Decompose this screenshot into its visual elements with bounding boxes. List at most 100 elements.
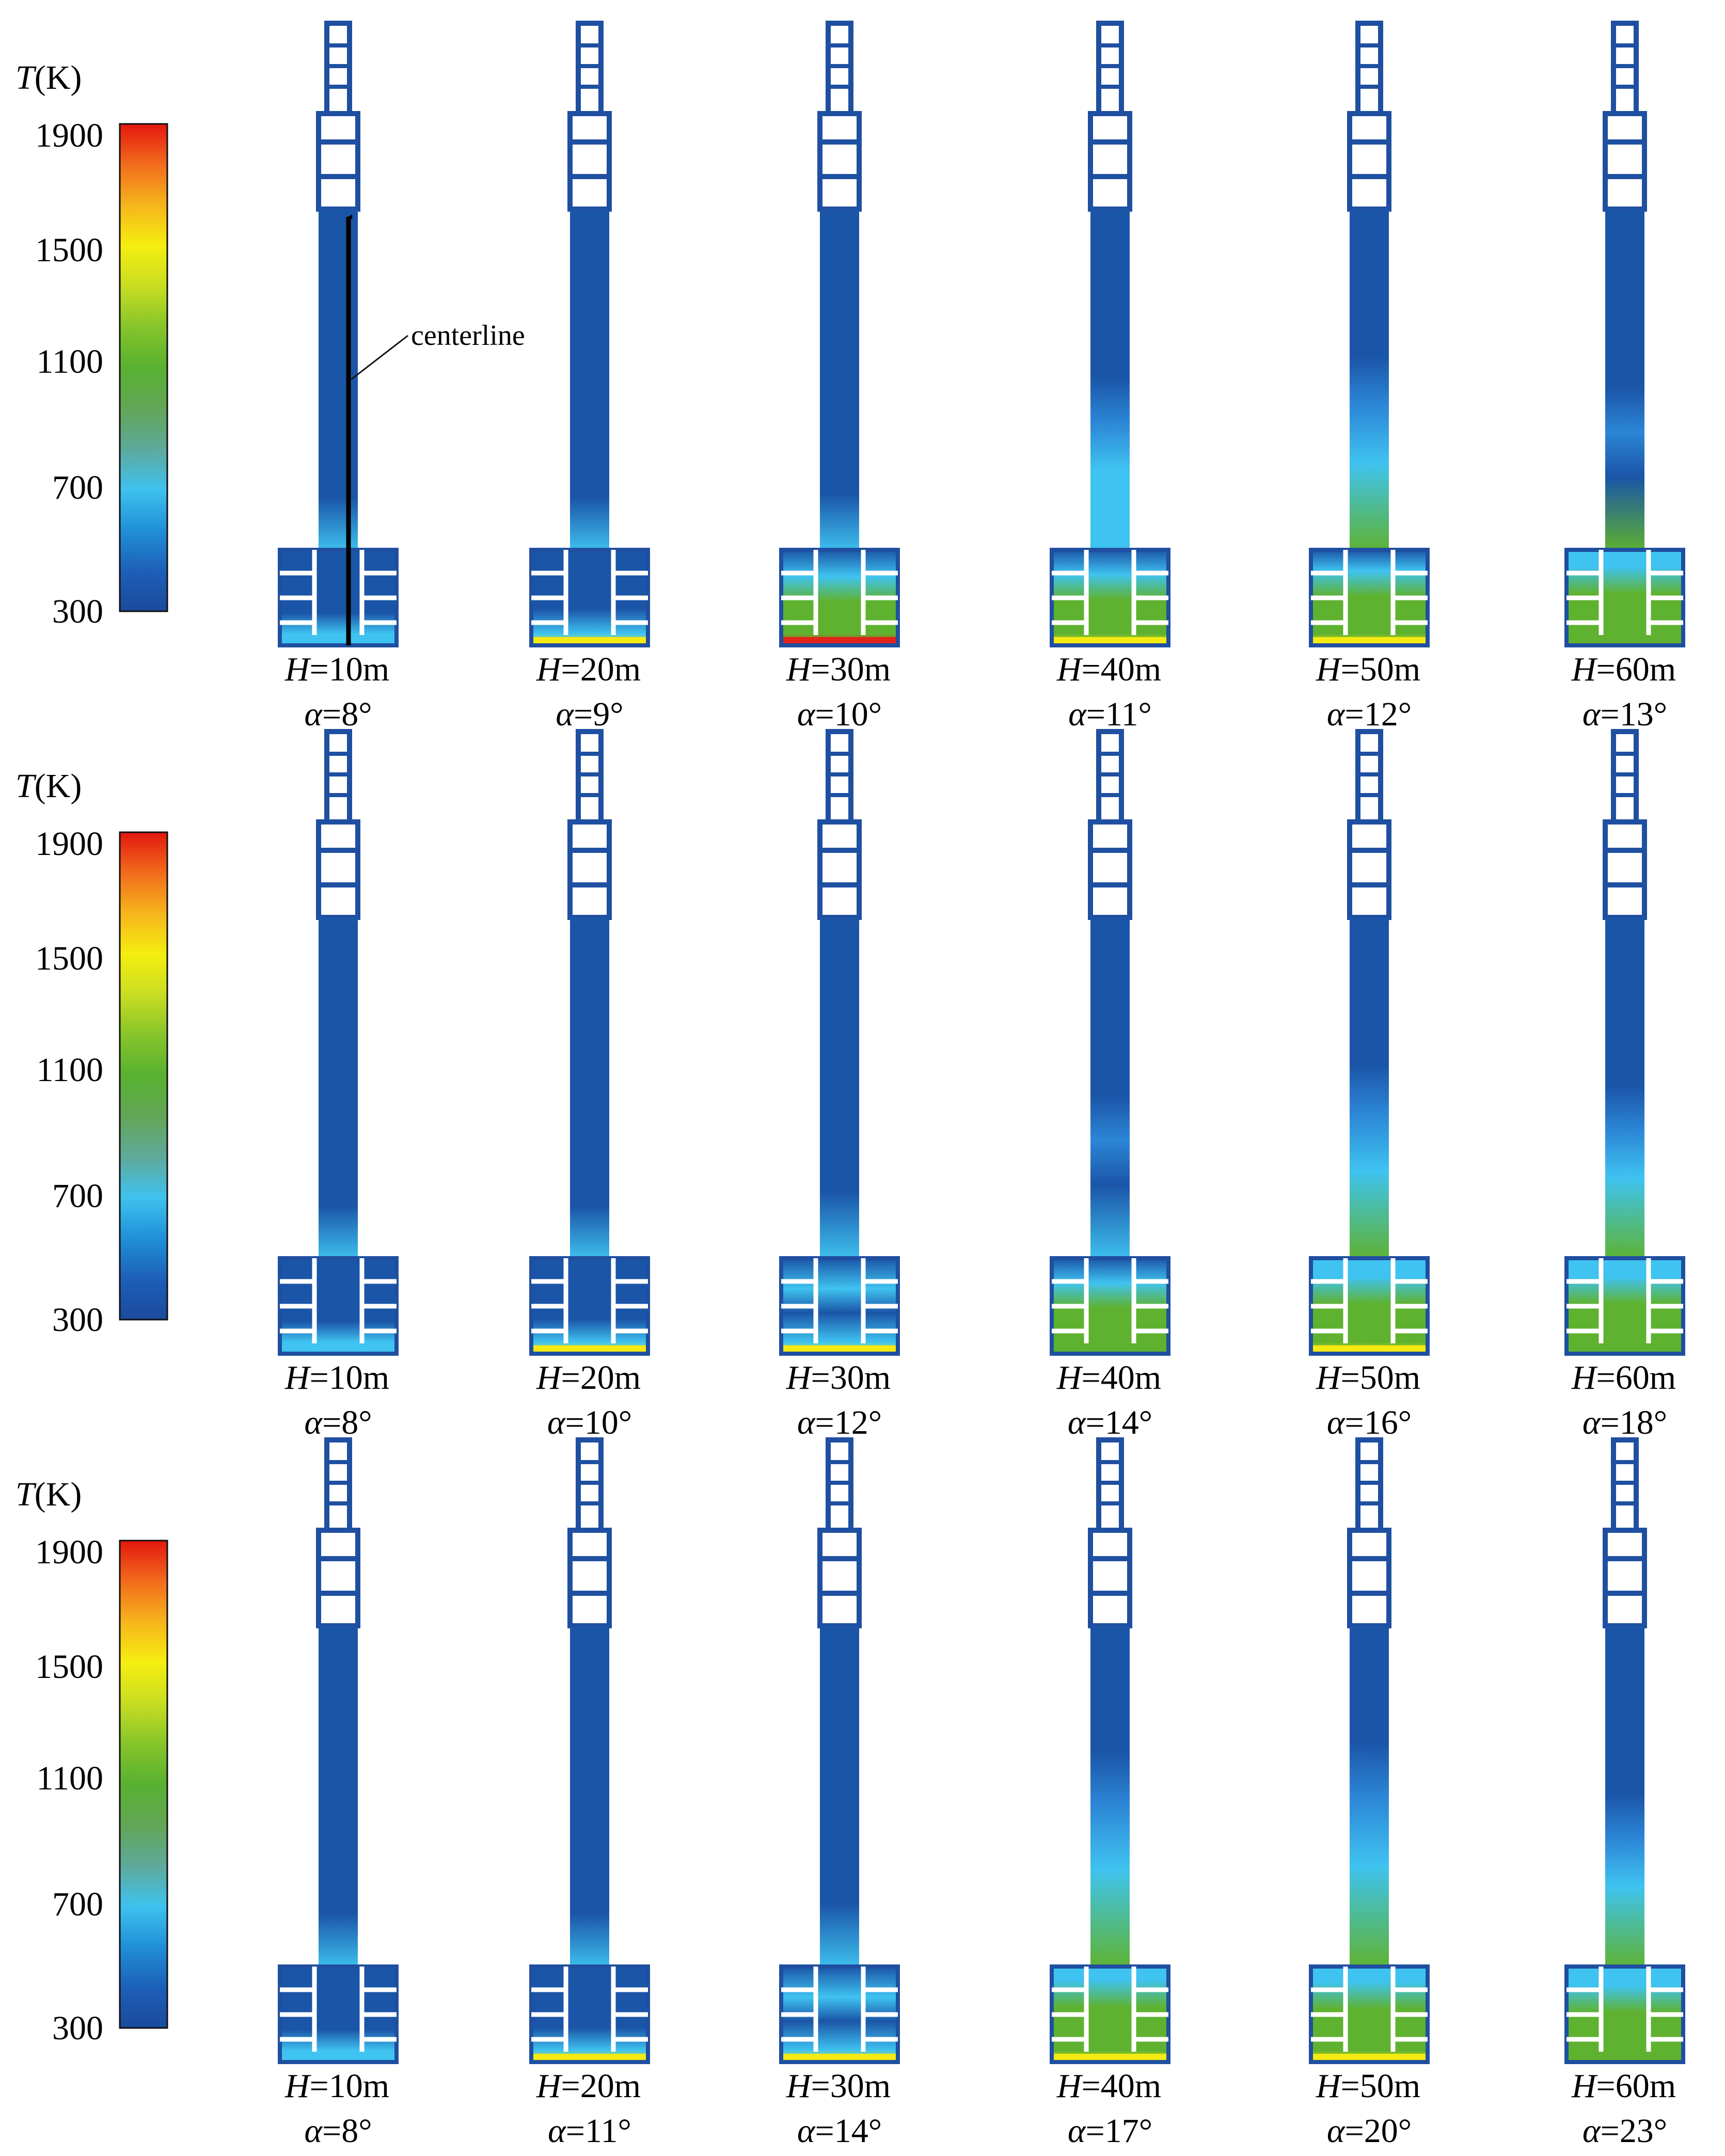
height-label: H=60m <box>1571 2067 1676 2105</box>
building-panel: H=20m α=9° <box>529 21 650 733</box>
shaft-window-block <box>1603 1528 1647 1628</box>
legend-title: T(K) <box>15 1476 82 1513</box>
legend-title: T(K) <box>15 59 82 97</box>
angle-label: α=20° <box>1327 2112 1412 2150</box>
shaft-window-block <box>1088 111 1132 212</box>
ground-floor-band <box>282 637 394 643</box>
height-label: H=60m <box>1571 651 1676 688</box>
shaft-temperature-field <box>1605 1626 1644 1969</box>
shaft-temperature-field <box>1605 209 1644 552</box>
upper-tower <box>826 1437 853 1533</box>
colorbar-tick-label: 700 <box>52 1885 103 1923</box>
building-panel: H=40m α=14° <box>1050 729 1170 1441</box>
angle-label: α=17° <box>1068 2112 1152 2150</box>
height-label: H=50m <box>1316 2067 1420 2105</box>
angle-label: α=9° <box>556 695 623 733</box>
shaft-temperature-field <box>820 917 859 1261</box>
shaft-window-block <box>1088 819 1132 920</box>
ground-floor-band <box>533 637 646 643</box>
colorbar-tick-label: 700 <box>52 469 103 506</box>
ground-floor-band <box>1313 637 1426 643</box>
shaft-window-block <box>1088 1528 1132 1628</box>
upper-tower <box>1611 729 1639 825</box>
shaft-temperature-field <box>570 209 609 552</box>
ground-floor-band <box>1313 2054 1426 2060</box>
building-panel: H=50m α=20° <box>1309 1437 1430 2150</box>
colorbar-tick-label: 1900 <box>35 1533 103 1571</box>
shaft-temperature-field <box>1090 1626 1130 1969</box>
shaft-temperature-field <box>1090 917 1130 1261</box>
upper-tower <box>324 729 352 825</box>
ground-floor-band <box>1054 1345 1166 1352</box>
ground-floor-band <box>1569 637 1681 643</box>
shaft-temperature-field <box>820 209 859 552</box>
shaft-temperature-field <box>1350 209 1389 552</box>
building-panel: H=40m α=11° <box>1050 21 1170 733</box>
building-panel: H=10m α=8° <box>278 729 399 1441</box>
height-label: H=40m <box>1056 1359 1161 1397</box>
ground-floor-band <box>1054 637 1166 643</box>
upper-tower <box>1355 21 1383 116</box>
centerline-label: centerline <box>411 320 525 352</box>
building-panel: H=20m α=11° <box>529 1437 650 2150</box>
height-label: H=30m <box>786 651 891 688</box>
ground-floor-band <box>282 2054 394 2060</box>
building-panel: H=10m α=8° <box>278 1437 399 2150</box>
height-label: H=10m <box>284 1359 389 1397</box>
shaft-temperature-field <box>570 1626 609 1969</box>
height-label: H=50m <box>1316 651 1420 688</box>
angle-label: α=14° <box>1068 1404 1152 1441</box>
building-panel: H=20m α=10° <box>529 729 650 1441</box>
upper-tower <box>1096 1437 1124 1533</box>
ground-floor-band <box>282 1345 394 1352</box>
colorbar-tick-label: 1900 <box>35 825 103 863</box>
upper-tower <box>1611 21 1639 116</box>
angle-label: α=10° <box>547 1404 632 1441</box>
shaft-window-block <box>1603 819 1647 920</box>
angle-label: α=8° <box>304 2112 372 2150</box>
shaft-temperature-field <box>1350 1626 1389 1969</box>
angle-label: α=23° <box>1582 2112 1667 2150</box>
ground-floor-band <box>533 1345 646 1352</box>
shaft-window-block <box>567 111 612 212</box>
height-label: H=20m <box>536 1359 641 1397</box>
colorbar-tick-label: 1500 <box>35 231 103 269</box>
centerline-overlay: centerline <box>346 214 525 645</box>
shaft-window-block <box>567 1528 612 1628</box>
building-panel: H=60m α=13° <box>1564 21 1685 733</box>
angle-label: α=12° <box>1327 695 1412 733</box>
shaft-temperature-field <box>319 1626 358 1969</box>
building-panel: H=30m α=14° <box>779 1437 900 2150</box>
centerline-leader <box>351 335 408 381</box>
ground-floor-band <box>1569 2054 1681 2060</box>
ground-floor-band <box>1569 1345 1681 1352</box>
shaft-temperature-field <box>319 917 358 1261</box>
legends: T(K) 1900 1500 1100 700 300 T(K) 1900 1500 1100 70… <box>15 59 168 2047</box>
height-label: H=20m <box>536 651 641 688</box>
panels: H=10mα=8°H=20mα=9°H=30mα=10°H=40mα=11°H=… <box>278 21 1685 2150</box>
building-panel: H=50m α=16° <box>1309 729 1430 1441</box>
upper-tower <box>576 1437 604 1533</box>
angle-label: α=14° <box>797 2112 882 2150</box>
colorbar-tick-label: 300 <box>52 1301 103 1339</box>
colorbar-tick-label: 300 <box>52 593 103 630</box>
ground-floor-band <box>783 637 896 643</box>
upper-tower <box>1355 1437 1383 1533</box>
upper-tower <box>1096 729 1124 825</box>
colorbar-tick-label: 1100 <box>36 343 103 381</box>
upper-tower <box>1355 729 1383 825</box>
shaft-window-block <box>567 819 612 920</box>
shaft-window-block <box>316 819 360 920</box>
upper-tower <box>1611 1437 1639 1533</box>
shaft-window-block <box>1347 111 1391 212</box>
shaft-window-block <box>817 819 862 920</box>
shaft-window-block <box>316 111 360 212</box>
building-panel: H=10m α=8° <box>278 21 399 733</box>
shaft-window-block <box>1603 111 1647 212</box>
upper-tower <box>576 729 604 825</box>
angle-label: α=12° <box>797 1404 882 1441</box>
colorbar-tick-label: 300 <box>52 2009 103 2047</box>
height-label: H=30m <box>786 2067 891 2105</box>
ground-floor-band <box>1313 1345 1426 1352</box>
ground-floor-band <box>783 2054 896 2060</box>
